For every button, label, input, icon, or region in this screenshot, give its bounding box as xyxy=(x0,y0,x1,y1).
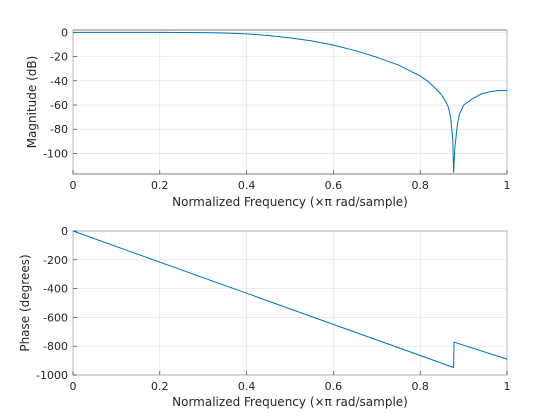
magnitude-series-line xyxy=(73,31,507,173)
phase-ticks: 0 0.2 0.4 0.6 0.8 1 0 -200 -400 -600 -800 -1000 xyxy=(36,225,510,393)
phase-x-tick-label: 0.6 xyxy=(325,380,343,393)
magnitude-x-tick-label: 1 xyxy=(504,179,511,192)
phase-y-tick-label: -600 xyxy=(43,311,68,324)
phase-x-tick-label: 0.8 xyxy=(411,380,429,393)
magnitude-x-tick-label: 0.6 xyxy=(325,179,343,192)
phase-x-axis-label: Normalized Frequency (×π rad/sample) xyxy=(172,395,408,409)
magnitude-y-tick-label: -40 xyxy=(50,75,68,88)
magnitude-y-tick-label: -60 xyxy=(50,99,68,112)
phase-x-tick-label: 0.4 xyxy=(238,380,256,393)
magnitude-x-tick-label: 0.4 xyxy=(238,179,256,192)
magnitude-x-tick-label: 0 xyxy=(70,179,77,192)
magnitude-y-tick-label: -80 xyxy=(50,123,68,136)
phase-y-tick-label: -200 xyxy=(43,254,68,267)
magnitude-plot-area xyxy=(72,29,508,175)
magnitude-x-tick-label: 0.8 xyxy=(411,179,429,192)
phase-y-axis-label: Phase (degrees) xyxy=(18,254,32,351)
magnitude-y-tick-label: 0 xyxy=(61,26,68,39)
phase-series-line xyxy=(72,230,508,369)
magnitude-x-axis-label: Normalized Frequency (×π rad/sample) xyxy=(172,195,408,209)
phase-y-tick-label: -1000 xyxy=(36,369,68,382)
magnitude-y-tick-label: -100 xyxy=(43,147,68,160)
phase-x-tick-label: 0.2 xyxy=(151,380,169,393)
phase-grid xyxy=(72,230,508,376)
phase-y-tick-label: -400 xyxy=(43,283,68,296)
magnitude-panel: 0 0.2 0.4 0.6 0.8 1 0 -20 -40 -60 -80 -100 Normaliz… xyxy=(25,26,511,209)
phase-plot-area xyxy=(72,230,508,376)
magnitude-x-tick-label: 0.2 xyxy=(151,179,169,192)
phase-panel: 0 0.2 0.4 0.6 0.8 1 0 -200 -400 -600 -800 -1000 Nor… xyxy=(18,225,511,409)
magnitude-ticks: 0 0.2 0.4 0.6 0.8 1 0 -20 -40 -60 -80 -100 xyxy=(43,26,510,192)
phase-x-tick-label: 1 xyxy=(504,380,511,393)
magnitude-y-axis-label: Magnitude (dB) xyxy=(25,56,39,149)
phase-y-tick-label: 0 xyxy=(61,225,68,238)
magnitude-y-tick-label: -20 xyxy=(50,51,68,64)
phase-y-tick-label: -800 xyxy=(43,340,68,353)
phase-x-tick-label: 0 xyxy=(70,380,77,393)
